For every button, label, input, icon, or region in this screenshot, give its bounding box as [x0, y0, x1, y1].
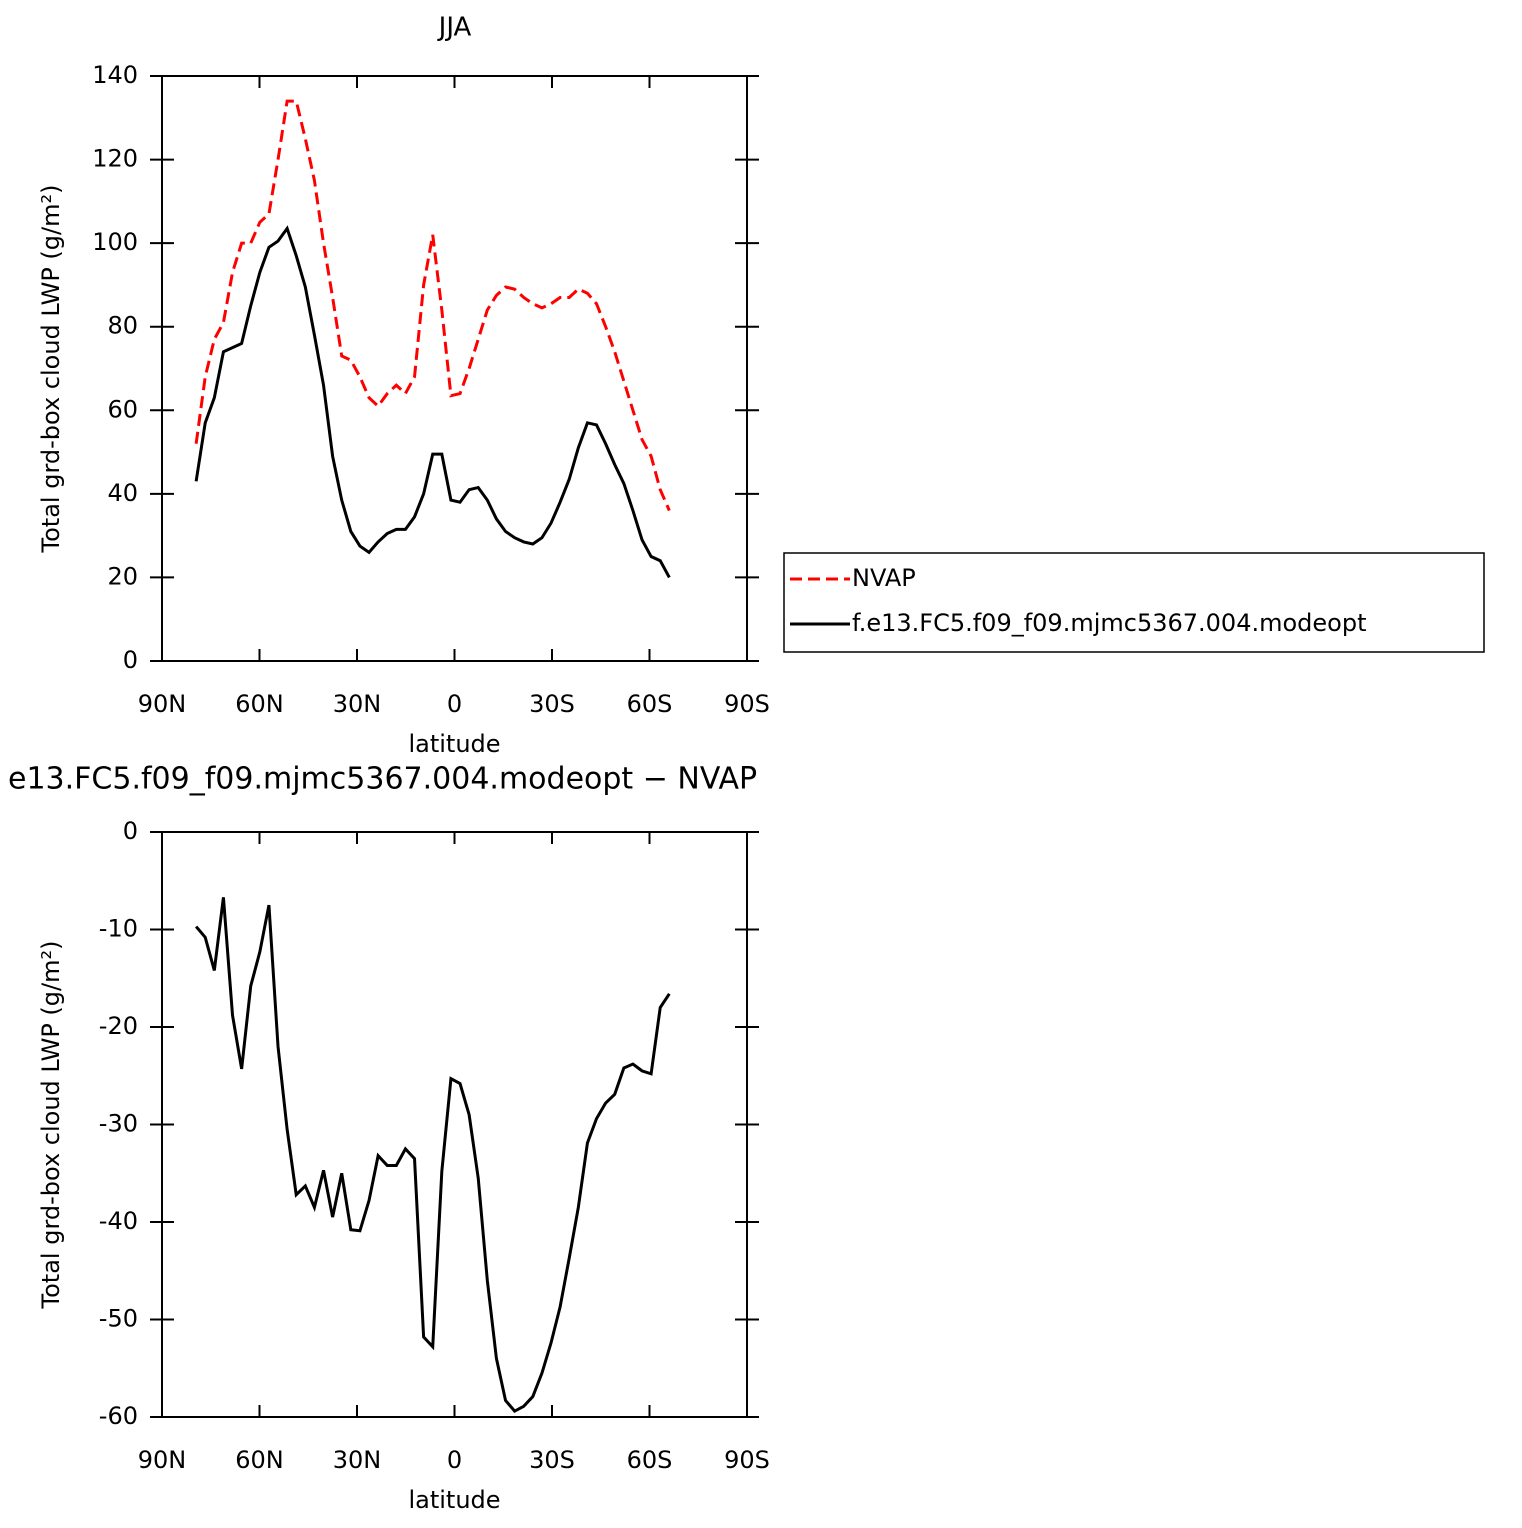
x-tick-label: 60N: [235, 690, 284, 718]
y-tick-label: 80: [107, 312, 138, 340]
y-tick-label: -20: [99, 1012, 138, 1040]
y-tick-label: 0: [123, 817, 138, 845]
y-tick-label: 140: [92, 61, 138, 89]
x-tick-label: 90N: [138, 1446, 187, 1474]
legend-label: f.e13.FC5.f09_f09.mjmc5367.004.modeopt: [852, 609, 1367, 637]
data-line: [194, 99, 671, 512]
x-axis-label: latitude: [408, 1486, 500, 1514]
legend-box: [783, 552, 1485, 653]
chart-title: e13.FC5.f09_f09.mjmc5367.004.modeopt − N…: [8, 762, 757, 797]
data-line: [194, 225, 671, 579]
legend-label: NVAP: [852, 564, 916, 592]
x-tick-label: 90S: [724, 1446, 770, 1474]
data-line: [194, 897, 671, 1414]
x-tick-label: 30S: [529, 690, 575, 718]
plot-frame: [161, 831, 748, 1418]
x-tick-label: 60S: [627, 690, 673, 718]
x-tick-label: 0: [447, 1446, 462, 1474]
x-axis-label: latitude: [408, 730, 500, 758]
x-tick-label: 60S: [627, 1446, 673, 1474]
x-tick-label: 90N: [138, 690, 187, 718]
y-tick-label: -10: [99, 915, 138, 943]
plot-frame: [161, 75, 748, 662]
y-tick-label: -50: [99, 1305, 138, 1333]
y-tick-label: -30: [99, 1110, 138, 1138]
y-tick-label: -60: [99, 1402, 138, 1430]
y-tick-label: -40: [99, 1207, 138, 1235]
x-tick-label: 90S: [724, 690, 770, 718]
y-axis-label: Total grd-box cloud LWP (g/m²): [37, 941, 65, 1310]
y-tick-label: 40: [107, 479, 138, 507]
x-tick-label: 30N: [333, 690, 382, 718]
y-tick-label: 120: [92, 145, 138, 173]
y-tick-label: 0: [123, 646, 138, 674]
x-tick-label: 30N: [333, 1446, 382, 1474]
y-tick-label: 100: [92, 228, 138, 256]
y-tick-label: 20: [107, 562, 138, 590]
chart-title: JJA: [437, 13, 472, 43]
y-axis-label: Total grd-box cloud LWP (g/m²): [37, 185, 65, 554]
y-tick-label: 60: [107, 395, 138, 423]
x-tick-label: 30S: [529, 1446, 575, 1474]
x-tick-label: 0: [447, 690, 462, 718]
x-tick-label: 60N: [235, 1446, 284, 1474]
